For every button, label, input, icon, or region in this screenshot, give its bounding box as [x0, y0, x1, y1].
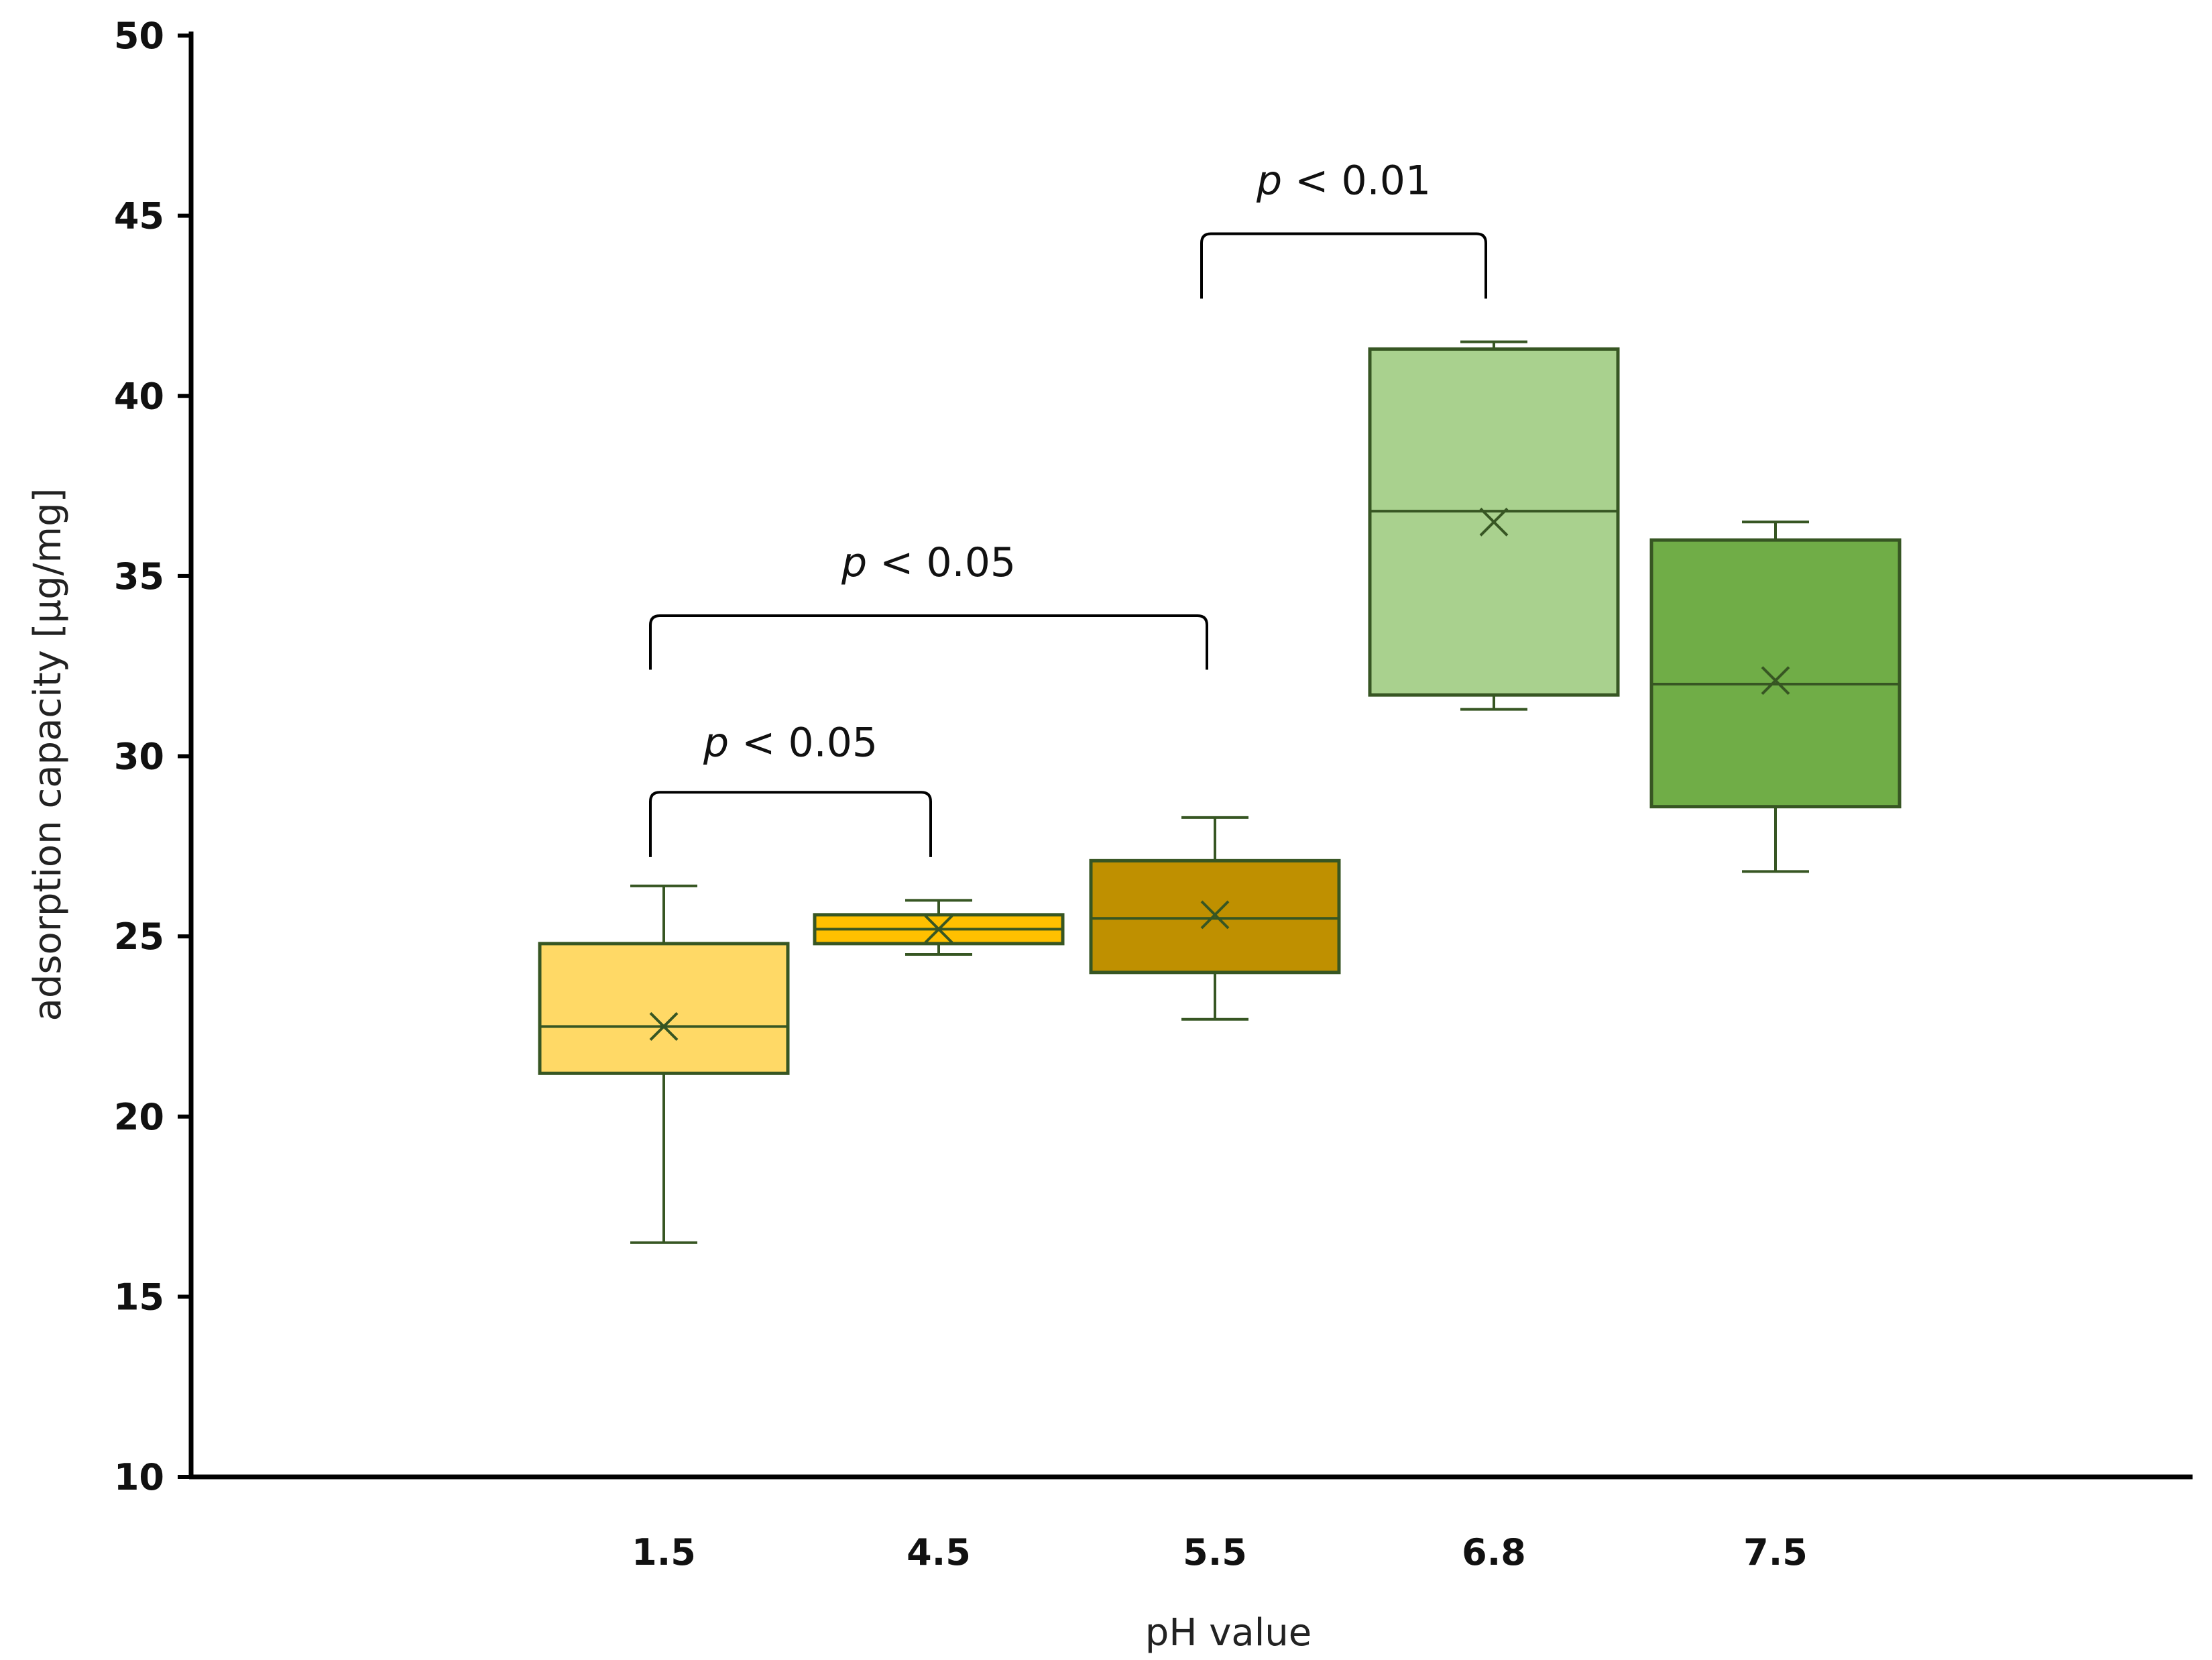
y-tick-label: 25	[114, 916, 164, 958]
y-axis-title: adsorption capacity [µg/mg]	[26, 488, 70, 1021]
box-6.8	[1368, 340, 1620, 711]
bracket-line	[649, 614, 1208, 670]
x-tick-label: 5.5	[1183, 1531, 1247, 1573]
mean-marker	[649, 1012, 679, 1041]
axis-labels: pH value adsorption capacity [µg/mg]	[26, 488, 1312, 1655]
p-threshold: < 0.05	[729, 720, 878, 767]
p-value-label: p < 0.05	[703, 720, 878, 767]
iqr-box	[538, 942, 790, 1075]
box-1.5	[538, 884, 790, 1244]
box-7.5	[1649, 520, 1902, 873]
p-threshold: < 0.01	[1282, 157, 1431, 204]
x-tick-label: 1.5	[632, 1531, 696, 1573]
x-tick-label: 6.8	[1462, 1531, 1526, 1573]
bracket-line	[1200, 232, 1487, 299]
y-tick-label: 40	[114, 375, 164, 417]
mean-marker	[1761, 666, 1790, 696]
y-tick-label: 45	[114, 195, 164, 237]
p-symbol: p	[1256, 157, 1282, 204]
box-5.5	[1089, 816, 1341, 1021]
mean-marker	[1479, 507, 1509, 537]
p-symbol: p	[703, 720, 729, 767]
iqr-box	[1368, 347, 1620, 697]
y-tick-label: 10	[114, 1456, 164, 1498]
box-4.5	[813, 899, 1065, 956]
iqr-box	[1649, 538, 1902, 809]
significance-bracket: p < 0.05	[649, 539, 1208, 670]
y-tick-label: 15	[114, 1276, 164, 1318]
mean-marker	[924, 914, 953, 944]
bracket-line	[649, 791, 932, 857]
x-tick-label: 4.5	[907, 1531, 971, 1573]
p-threshold: < 0.05	[867, 539, 1016, 586]
p-value-label: p < 0.01	[1256, 157, 1431, 204]
x-tick-label: 7.5	[1743, 1531, 1808, 1573]
p-value-label: p < 0.05	[841, 539, 1016, 586]
significance-annotations: p < 0.05p < 0.05p < 0.01	[649, 157, 1487, 857]
x-axis-title: pH value	[1145, 1611, 1312, 1655]
mean-marker	[1200, 900, 1230, 930]
boxes	[538, 340, 1902, 1244]
axes: 10 15 20 25 30 35 40 45 50 1.5 4.5 5.5 6.8 7.5	[114, 15, 2193, 1573]
y-tick-label: 30	[114, 736, 164, 778]
significance-bracket: p < 0.01	[1200, 157, 1487, 299]
y-tick-label: 20	[114, 1096, 164, 1138]
p-symbol: p	[841, 539, 867, 586]
y-tick-label: 50	[114, 15, 164, 57]
significance-bracket: p < 0.05	[649, 720, 932, 857]
y-tick-label: 35	[114, 555, 164, 598]
